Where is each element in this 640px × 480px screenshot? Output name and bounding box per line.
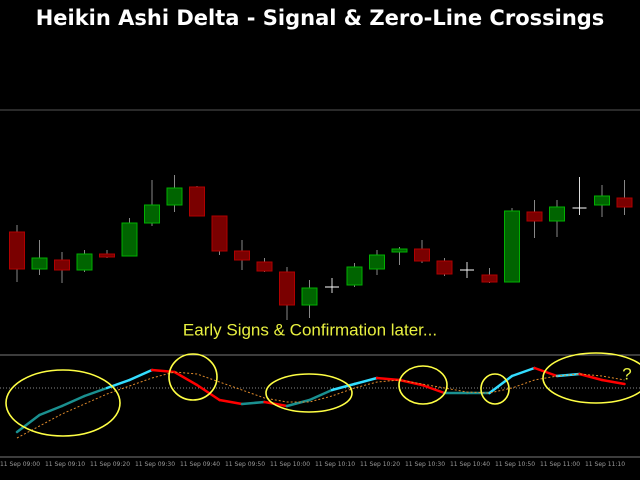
highlight-ellipse — [265, 373, 353, 413]
marks: 11 Sep 09:00 11 Sep 09:10 11 Sep 09:20 11 S… — [0, 175, 640, 468]
highlight-ellipse — [480, 373, 510, 405]
indicator-segment — [15, 413, 41, 434]
highlights — [5, 352, 640, 437]
candle-body — [76, 253, 93, 271]
candle-body — [616, 197, 633, 208]
candle-body — [391, 248, 408, 253]
candle-body — [504, 210, 520, 283]
indicator-segment — [488, 374, 514, 395]
annotation: ? — [622, 364, 631, 383]
indicator-segment — [195, 383, 221, 402]
indicator-segment — [308, 388, 334, 402]
candle-body — [594, 195, 610, 206]
indicator-segment — [375, 376, 401, 382]
indicator-segment — [578, 372, 604, 382]
candle-body — [121, 222, 138, 257]
indicator-segment — [533, 366, 559, 378]
candle-body — [436, 260, 453, 275]
highlight-ellipse — [542, 352, 640, 404]
candle-body — [54, 259, 70, 271]
x-tick-label: 11 Sep 11:00 — [540, 461, 580, 468]
candle-body — [549, 206, 565, 222]
indicator-segment — [510, 366, 536, 378]
candle-body — [346, 266, 363, 286]
candle-body — [31, 257, 48, 270]
candle-body — [256, 261, 273, 272]
candle-body — [166, 187, 183, 206]
candle-body — [144, 204, 160, 224]
x-tick-label: 11 Sep 10:40 — [450, 461, 490, 468]
x-tick-label: 11 Sep 10:30 — [405, 461, 445, 468]
indicator-segment — [218, 398, 244, 406]
indicator-segment — [398, 378, 424, 387]
x-tick-label: 11 Sep 11:10 — [585, 461, 625, 468]
indicator-segment — [240, 400, 266, 406]
indicator-segment — [330, 382, 356, 392]
candle-body — [369, 254, 385, 270]
x-tick-label: 11 Sep 09:00 — [0, 461, 40, 468]
x-tick-label: 11 Sep 10:20 — [360, 461, 400, 468]
indicator-segment — [38, 404, 64, 417]
indicator-segment — [420, 383, 446, 395]
candle-body — [526, 211, 543, 222]
indicator-segment — [150, 368, 176, 374]
annotation: Early Signs & Confirmation later... — [183, 320, 437, 339]
highlight-ellipse — [168, 353, 218, 401]
x-tick-label: 11 Sep 10:10 — [315, 461, 355, 468]
x-tick-label: 11 Sep 09:50 — [225, 461, 265, 468]
candle-body — [481, 274, 498, 283]
x-tick-label: 11 Sep 09:40 — [180, 461, 220, 468]
indicator-segment — [60, 394, 86, 408]
x-tick-label: 11 Sep 10:00 — [270, 461, 310, 468]
x-tick-label: 11 Sep 09:30 — [135, 461, 175, 468]
indicator-segment — [285, 398, 311, 408]
x-tick-label: 11 Sep 09:10 — [45, 461, 85, 468]
highlight-ellipse — [5, 369, 121, 437]
candle-body — [301, 287, 318, 306]
candle-body — [211, 215, 228, 252]
title: Heikin Ashi Delta - Signal & Zero-Line C… — [36, 6, 605, 30]
indicator-segment — [173, 370, 199, 387]
indicator-segment — [263, 400, 289, 408]
indicator-segment — [83, 386, 109, 398]
indicator-segment — [600, 378, 626, 386]
candle-body — [99, 253, 115, 258]
candle-body — [234, 250, 250, 261]
candle-body — [9, 231, 25, 270]
indicator-segment — [353, 376, 379, 386]
candle-body — [414, 248, 430, 262]
highlight-ellipse — [398, 365, 448, 405]
candle-body — [279, 271, 295, 306]
indicator-segment — [105, 378, 131, 390]
candle-body — [189, 186, 205, 217]
x-tick-label: 11 Sep 09:20 — [90, 461, 130, 468]
signal-line — [16, 371, 625, 439]
x-tick-label: 11 Sep 10:50 — [495, 461, 535, 468]
indicator-segment — [128, 368, 154, 382]
